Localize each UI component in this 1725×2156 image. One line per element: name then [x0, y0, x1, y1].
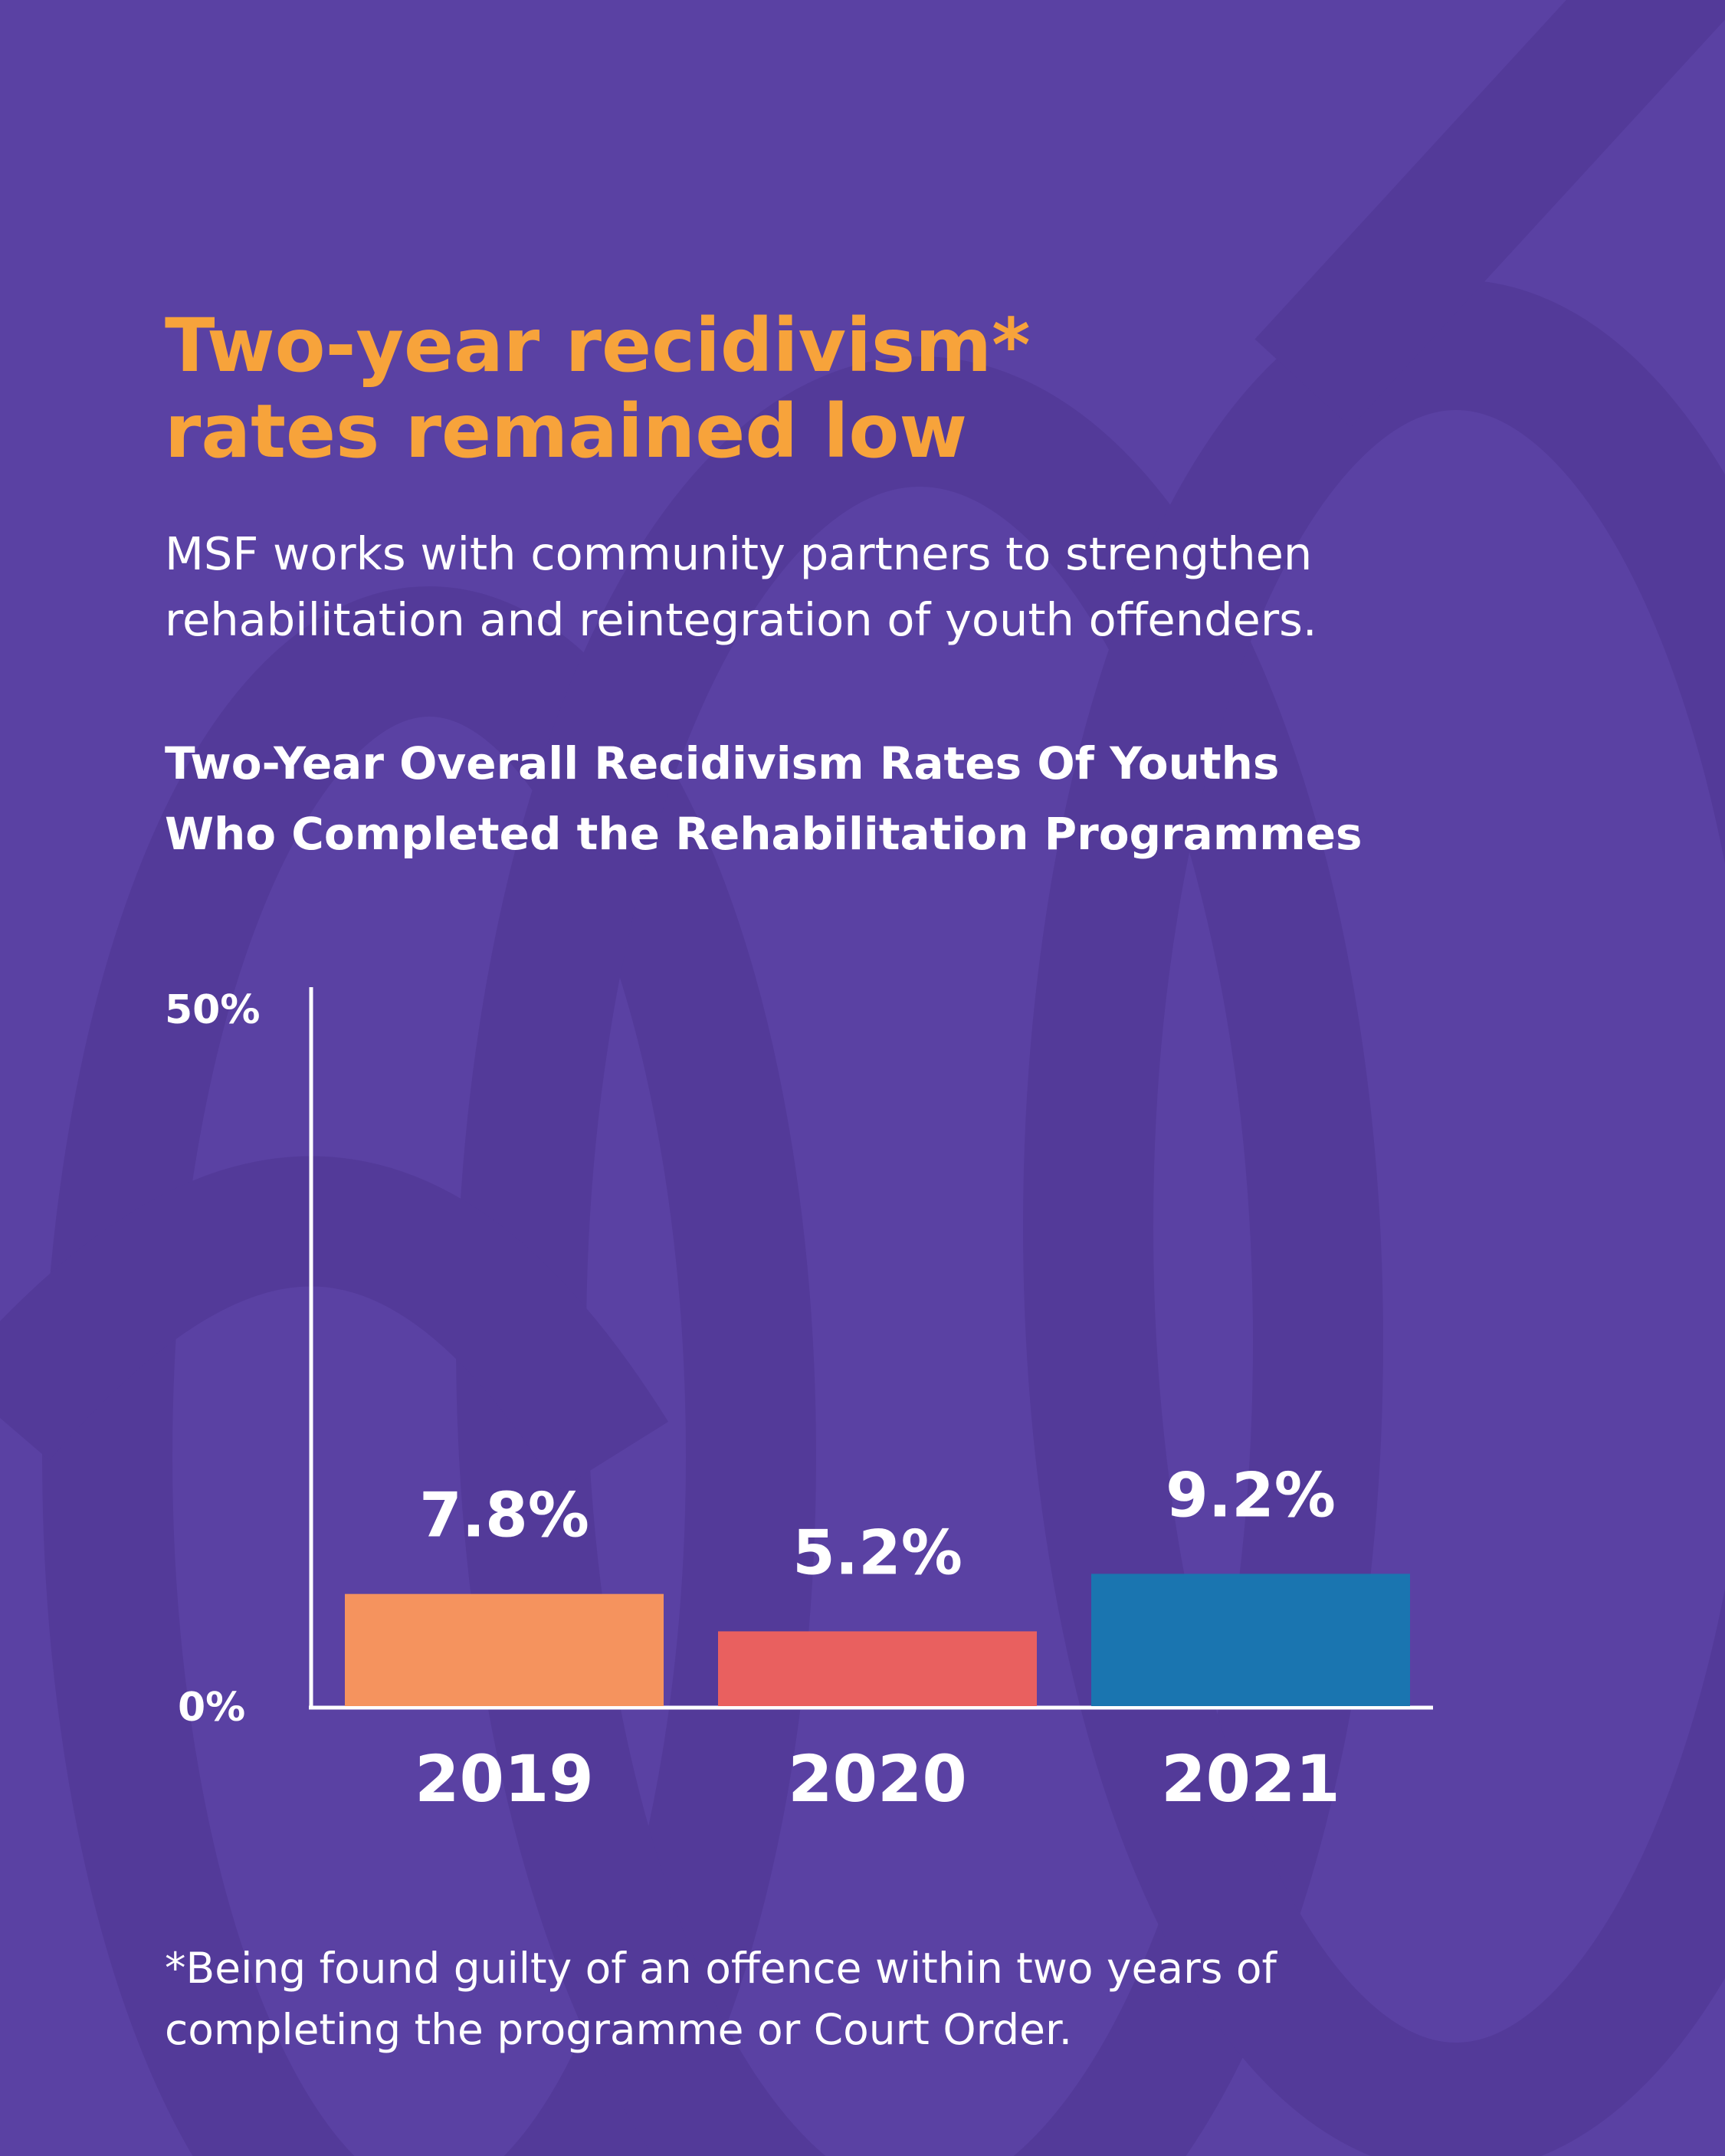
- chart-title: Two-Year Overall Recidivism Rates Of You…: [165, 728, 1621, 869]
- footnote-line-2: completing the programme or Court Order.: [165, 2005, 1073, 2054]
- value-label-2019: 7.8%: [419, 1480, 589, 1551]
- bar-2021: [1091, 1574, 1410, 1706]
- bar-2020: [718, 1631, 1037, 1706]
- footnote: *Being found guilty of an offence within…: [165, 1938, 1621, 2060]
- value-label-2021: 9.2%: [1166, 1459, 1336, 1531]
- category-label-2021: 2021: [1161, 1741, 1340, 1816]
- footnote-line-1: *Being found guilty of an offence within…: [165, 1944, 1277, 1993]
- category-label-2019: 2019: [415, 1741, 594, 1816]
- intro-line-1: MSF works with community partners to str…: [165, 527, 1313, 580]
- chart-title-line-2: Who Completed the Rehabilitation Program…: [165, 808, 1363, 860]
- headline-line-2: rates remained low: [165, 389, 967, 474]
- bar-2019: [345, 1593, 664, 1706]
- category-label-2020: 2020: [788, 1741, 967, 1816]
- headline-line-1: Two-year recidivism*: [165, 303, 1031, 389]
- chart-title-line-1: Two-Year Overall Recidivism Rates Of You…: [165, 737, 1280, 789]
- headline: Two-year recidivism* rates remained low: [165, 303, 1544, 474]
- value-label-2020: 5.2%: [792, 1517, 963, 1588]
- y-tick-label-max: 50%: [165, 987, 260, 1033]
- y-tick-label-min: 0%: [178, 1685, 245, 1731]
- intro-text: MSF works with community partners to str…: [165, 521, 1621, 653]
- intro-line-2: rehabilitation and reintegration of yout…: [165, 593, 1317, 646]
